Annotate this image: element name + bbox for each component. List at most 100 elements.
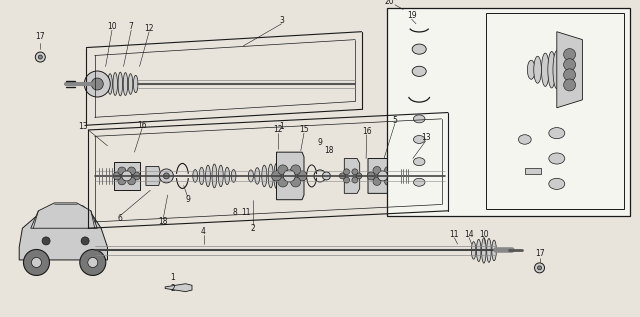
Polygon shape bbox=[525, 168, 541, 174]
Circle shape bbox=[113, 172, 121, 180]
Ellipse shape bbox=[487, 239, 492, 262]
Polygon shape bbox=[368, 158, 400, 193]
Circle shape bbox=[378, 171, 388, 181]
Ellipse shape bbox=[476, 239, 481, 262]
Ellipse shape bbox=[231, 170, 236, 182]
Text: 6: 6 bbox=[118, 214, 123, 223]
Ellipse shape bbox=[274, 163, 279, 189]
Circle shape bbox=[534, 263, 545, 273]
Text: 13: 13 bbox=[78, 122, 88, 131]
Ellipse shape bbox=[518, 135, 531, 144]
Text: 9: 9 bbox=[317, 138, 323, 147]
Polygon shape bbox=[276, 152, 304, 200]
Ellipse shape bbox=[123, 73, 128, 95]
Polygon shape bbox=[165, 284, 192, 292]
Ellipse shape bbox=[541, 53, 549, 86]
Ellipse shape bbox=[412, 66, 426, 76]
Circle shape bbox=[367, 172, 375, 180]
Circle shape bbox=[127, 177, 136, 185]
Ellipse shape bbox=[482, 238, 486, 263]
Circle shape bbox=[38, 55, 42, 59]
Ellipse shape bbox=[205, 165, 211, 187]
Ellipse shape bbox=[412, 44, 426, 54]
Circle shape bbox=[291, 165, 301, 175]
Circle shape bbox=[271, 171, 282, 181]
Circle shape bbox=[538, 266, 541, 270]
Circle shape bbox=[291, 177, 301, 187]
Ellipse shape bbox=[548, 178, 564, 189]
Circle shape bbox=[42, 237, 50, 245]
Circle shape bbox=[564, 79, 575, 91]
Ellipse shape bbox=[492, 240, 497, 261]
Text: 10: 10 bbox=[479, 230, 490, 239]
Circle shape bbox=[159, 169, 173, 183]
Circle shape bbox=[564, 59, 575, 71]
Ellipse shape bbox=[553, 51, 561, 89]
Circle shape bbox=[80, 249, 106, 275]
Ellipse shape bbox=[212, 164, 217, 188]
Polygon shape bbox=[19, 204, 108, 260]
Text: 16: 16 bbox=[362, 127, 372, 136]
Circle shape bbox=[127, 167, 136, 175]
Text: 8: 8 bbox=[232, 208, 237, 217]
Text: 11: 11 bbox=[450, 230, 459, 239]
Text: 4: 4 bbox=[201, 227, 206, 236]
Circle shape bbox=[92, 78, 103, 90]
Polygon shape bbox=[387, 8, 630, 216]
Text: 15: 15 bbox=[299, 126, 309, 134]
Polygon shape bbox=[114, 162, 140, 190]
Ellipse shape bbox=[548, 153, 564, 164]
Circle shape bbox=[163, 173, 170, 179]
Text: 9: 9 bbox=[185, 195, 190, 204]
Circle shape bbox=[323, 172, 330, 180]
Text: 7: 7 bbox=[129, 23, 134, 31]
Text: 11: 11 bbox=[242, 208, 251, 217]
Text: 3: 3 bbox=[279, 16, 284, 25]
Circle shape bbox=[81, 237, 89, 245]
Ellipse shape bbox=[248, 170, 253, 182]
Text: 2: 2 bbox=[170, 284, 175, 293]
Ellipse shape bbox=[262, 165, 267, 187]
Text: 10: 10 bbox=[107, 23, 117, 31]
Text: 17: 17 bbox=[534, 249, 545, 258]
Circle shape bbox=[352, 177, 358, 183]
Ellipse shape bbox=[413, 158, 425, 166]
Ellipse shape bbox=[225, 167, 230, 184]
Circle shape bbox=[122, 171, 132, 181]
Circle shape bbox=[118, 167, 126, 175]
Circle shape bbox=[356, 173, 362, 179]
Text: 12: 12 bbox=[145, 24, 154, 33]
Ellipse shape bbox=[128, 74, 133, 94]
Text: 14: 14 bbox=[464, 230, 474, 239]
Circle shape bbox=[344, 169, 349, 175]
Ellipse shape bbox=[108, 74, 113, 94]
Text: 1: 1 bbox=[170, 273, 175, 282]
Circle shape bbox=[132, 172, 140, 180]
Text: 18: 18 bbox=[159, 217, 168, 226]
Ellipse shape bbox=[118, 72, 123, 96]
Ellipse shape bbox=[471, 242, 476, 259]
Circle shape bbox=[278, 177, 288, 187]
Text: 13: 13 bbox=[420, 133, 431, 142]
Text: 5: 5 bbox=[392, 116, 397, 125]
Text: 20: 20 bbox=[384, 0, 394, 6]
Ellipse shape bbox=[413, 178, 425, 186]
Text: 16: 16 bbox=[137, 121, 147, 130]
Text: 1: 1 bbox=[279, 122, 284, 131]
Circle shape bbox=[373, 178, 381, 185]
Circle shape bbox=[24, 249, 49, 275]
Circle shape bbox=[88, 257, 98, 268]
Polygon shape bbox=[557, 32, 582, 108]
Polygon shape bbox=[344, 158, 360, 193]
Circle shape bbox=[385, 166, 392, 174]
Circle shape bbox=[385, 178, 392, 185]
Circle shape bbox=[564, 49, 575, 61]
Circle shape bbox=[344, 177, 349, 183]
Circle shape bbox=[352, 169, 358, 175]
Polygon shape bbox=[146, 166, 160, 185]
Ellipse shape bbox=[199, 167, 204, 184]
Ellipse shape bbox=[413, 135, 425, 143]
Text: 17: 17 bbox=[35, 32, 45, 41]
Text: 2: 2 bbox=[250, 224, 255, 233]
Polygon shape bbox=[486, 13, 624, 209]
